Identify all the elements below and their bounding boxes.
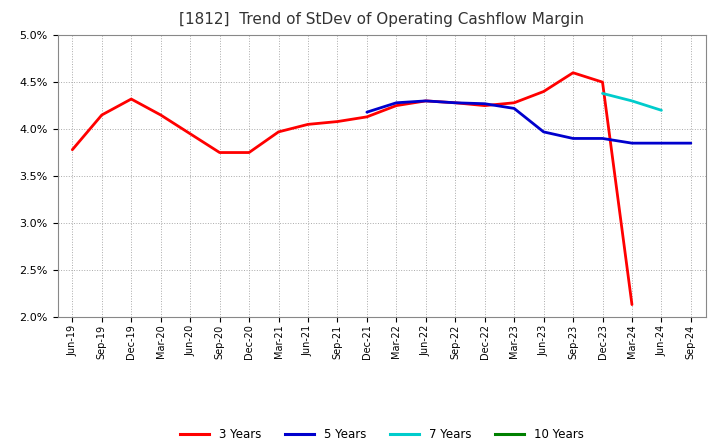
5 Years [628, 140, 636, 146]
5 Years [363, 110, 372, 115]
3 Years [392, 103, 400, 108]
5 Years [480, 101, 489, 106]
3 Years [510, 100, 518, 106]
7 Years [628, 98, 636, 103]
7 Years [657, 108, 666, 113]
3 Years [127, 96, 135, 102]
3 Years [480, 103, 489, 108]
3 Years [421, 98, 430, 103]
3 Years [274, 129, 283, 135]
3 Years [539, 89, 548, 94]
3 Years [97, 112, 106, 117]
5 Years [451, 100, 459, 106]
5 Years [569, 136, 577, 141]
3 Years [569, 70, 577, 75]
5 Years [687, 140, 696, 146]
3 Years [451, 100, 459, 106]
Line: 3 Years: 3 Years [72, 73, 632, 304]
3 Years [68, 147, 76, 152]
3 Years [156, 112, 165, 117]
7 Years [598, 91, 607, 96]
3 Years [333, 119, 342, 124]
5 Years [392, 100, 400, 106]
5 Years [421, 98, 430, 103]
5 Years [598, 136, 607, 141]
3 Years [628, 302, 636, 307]
3 Years [186, 131, 194, 136]
3 Years [215, 150, 224, 155]
3 Years [304, 122, 312, 127]
5 Years [539, 129, 548, 135]
Legend: 3 Years, 5 Years, 7 Years, 10 Years: 3 Years, 5 Years, 7 Years, 10 Years [175, 424, 588, 440]
5 Years [657, 140, 666, 146]
5 Years [510, 106, 518, 111]
Line: 5 Years: 5 Years [367, 101, 691, 143]
3 Years [598, 80, 607, 85]
3 Years [245, 150, 253, 155]
Line: 7 Years: 7 Years [603, 93, 662, 110]
3 Years [363, 114, 372, 120]
Title: [1812]  Trend of StDev of Operating Cashflow Margin: [1812] Trend of StDev of Operating Cashf… [179, 12, 584, 27]
